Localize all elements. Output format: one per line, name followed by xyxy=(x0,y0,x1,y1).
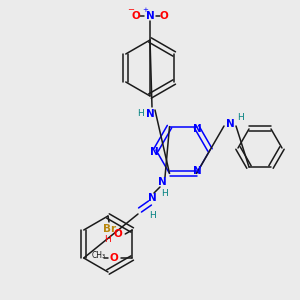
Text: H: H xyxy=(237,113,243,122)
Text: N: N xyxy=(226,119,234,129)
Text: N: N xyxy=(193,124,202,134)
Text: CH₃: CH₃ xyxy=(91,251,105,260)
Text: N: N xyxy=(150,147,158,157)
Text: N: N xyxy=(146,109,154,119)
Text: H: H xyxy=(148,212,155,220)
Text: N: N xyxy=(193,167,202,176)
Text: O: O xyxy=(132,11,140,21)
Text: +: + xyxy=(142,7,148,13)
Text: O: O xyxy=(160,11,168,21)
Text: N: N xyxy=(158,177,166,187)
Text: −: − xyxy=(128,5,134,14)
Text: Br: Br xyxy=(103,224,117,234)
Text: H: H xyxy=(138,110,144,118)
Text: O: O xyxy=(114,229,123,239)
Text: O: O xyxy=(110,253,118,263)
Text: H: H xyxy=(104,236,111,244)
Text: N: N xyxy=(146,11,154,21)
Text: H: H xyxy=(160,190,167,199)
Text: N: N xyxy=(148,193,156,203)
